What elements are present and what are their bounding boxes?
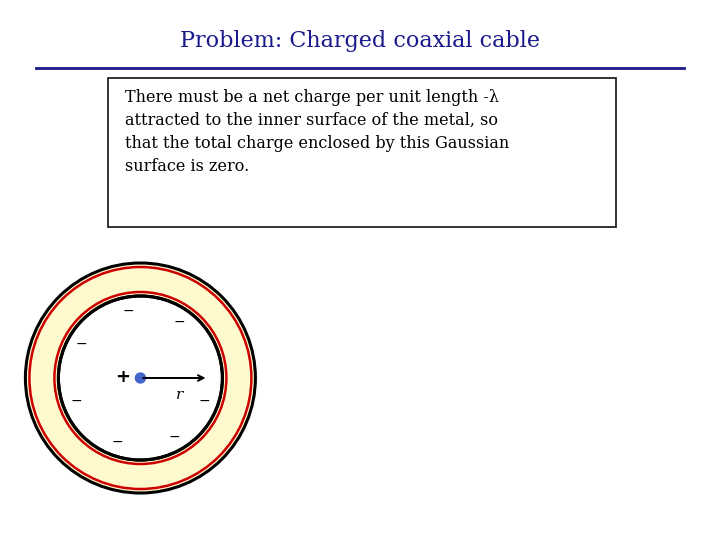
Ellipse shape — [135, 373, 145, 383]
Text: −: − — [71, 394, 82, 408]
Text: −: − — [199, 394, 210, 408]
Ellipse shape — [58, 296, 222, 460]
Text: −: − — [76, 337, 87, 351]
FancyBboxPatch shape — [108, 78, 616, 227]
Text: −: − — [168, 430, 180, 444]
Text: Problem: Charged coaxial cable: Problem: Charged coaxial cable — [180, 30, 540, 52]
Polygon shape — [25, 263, 256, 493]
Text: −: − — [174, 315, 185, 329]
Text: r: r — [176, 388, 184, 402]
Text: +: + — [115, 368, 130, 386]
Text: −: − — [112, 435, 123, 449]
Text: There must be a net charge per unit length -λ
attracted to the inner surface of : There must be a net charge per unit leng… — [125, 89, 509, 174]
Text: −: − — [123, 304, 135, 318]
